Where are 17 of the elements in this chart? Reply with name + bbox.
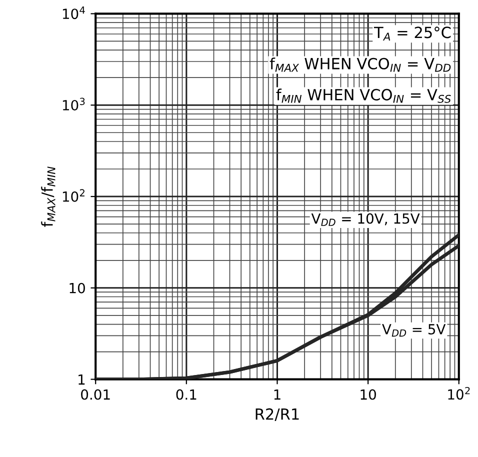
annotation: T$_{A}$ = 25°C [374, 26, 451, 40]
x-tick-label: 10 [360, 389, 376, 400]
annotation: f$_{MAX}$ WHEN VCO$_{IN}$ = V$_{DD}$ [270, 58, 451, 72]
x-axis-title: R2/R1 [256, 408, 299, 422]
y-tick-label: 1 [78, 374, 85, 385]
y-tick-label: 10 [70, 282, 85, 294]
y-axis-title: f$_{MAX}$/f$_{MIN}$ [41, 166, 56, 227]
x-tick-label: 0.1 [176, 389, 196, 400]
annotation: V$_{DD}$ = 10V, 15V [311, 213, 420, 226]
annotation: f$_{MIN}$ WHEN VCO$_{IN}$ = V$_{SS}$ [276, 88, 451, 103]
y-tick-label: 10$^{2}$ [62, 189, 84, 202]
x-tick-label: 1 [274, 389, 280, 400]
annotation: V$_{DD}$ = 5V [382, 324, 446, 337]
y-tick-label: 10$^{4}$ [62, 6, 85, 20]
y-tick-label: 10$^{3}$ [62, 98, 85, 110]
x-tick-label: 0.01 [81, 389, 110, 400]
x-tick-label: 10$^{2}$ [448, 386, 470, 400]
